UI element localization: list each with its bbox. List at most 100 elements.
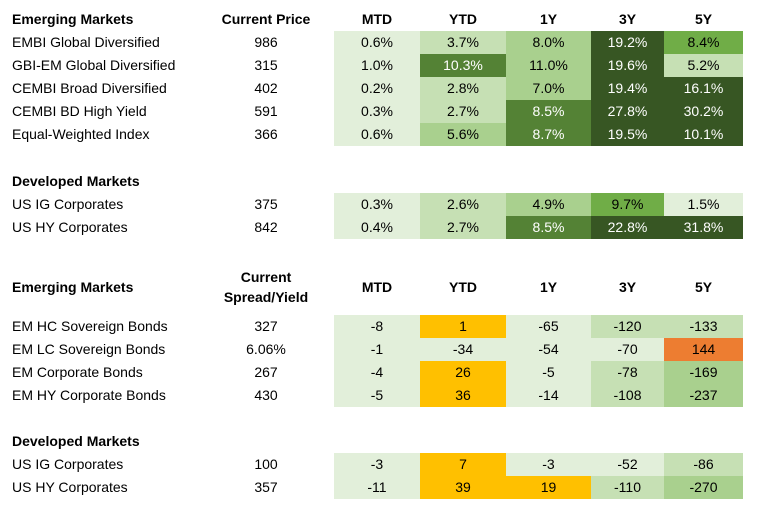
3y-header: 3Y <box>618 279 637 295</box>
mtd-cell: -5 <box>334 384 420 407</box>
5y-cell: -169 <box>664 361 743 384</box>
1y-cell: 8.7% <box>506 123 591 146</box>
row-name: US HY Corporates <box>12 219 128 235</box>
row-name: EM HC Sovereign Bonds <box>12 318 168 334</box>
ytd-cell: 36 <box>420 384 506 407</box>
current-price-header: Current Price <box>221 11 311 27</box>
table-row: EM LC Sovereign Bonds 6.06% -1 -34 -54 -70 144 <box>0 338 759 361</box>
row-name: EM LC Sovereign Bonds <box>12 341 166 357</box>
current-value-cell: 357 <box>254 479 278 495</box>
3y-header: 3Y <box>618 11 637 27</box>
table-row: US IG Corporates 100 -3 7 -3 -52 -86 <box>0 453 759 476</box>
5y-cell: -133 <box>664 315 743 338</box>
mtd-cell: 0.4% <box>334 216 420 239</box>
5y-cell: 31.8% <box>664 216 743 239</box>
row-name: EM Corporate Bonds <box>12 364 143 380</box>
1y-cell: 8.5% <box>506 216 591 239</box>
row-name: EM HY Corporate Bonds <box>12 387 166 403</box>
1y-cell: -3 <box>506 453 591 476</box>
5y-cell: -237 <box>664 384 743 407</box>
5y-header: 5Y <box>694 279 713 295</box>
table-row: EM Corporate Bonds 267 -4 26 -5 -78 -169 <box>0 361 759 384</box>
current-value-cell: 6.06% <box>246 341 286 357</box>
1y-cell: 8.0% <box>506 31 591 54</box>
mtd-cell: -4 <box>334 361 420 384</box>
row-name: CEMBI BD High Yield <box>12 103 147 119</box>
1y-cell: -14 <box>506 384 591 407</box>
3y-cell: -78 <box>591 361 664 384</box>
row-name: CEMBI Broad Diversified <box>12 80 167 96</box>
3y-cell: 19.5% <box>591 123 664 146</box>
3y-cell: 19.2% <box>591 31 664 54</box>
1y-cell: -54 <box>506 338 591 361</box>
table-row: US HY Corporates 357 -11 39 19 -110 -270 <box>0 476 759 499</box>
ytd-cell: 10.3% <box>420 54 506 77</box>
table-row: CEMBI BD High Yield 591 0.3% 2.7% 8.5% 27.8% 3… <box>0 100 759 123</box>
mtd-header: MTD <box>361 279 393 295</box>
current-value-cell: 402 <box>254 80 278 96</box>
performance-group-header: Emerging Markets <box>12 11 134 27</box>
5y-cell: 8.4% <box>664 31 743 54</box>
ytd-cell: 3.7% <box>420 31 506 54</box>
mtd-cell: 0.2% <box>334 77 420 100</box>
performance-header-row: Emerging Markets Current Price MTD YTD 1… <box>0 8 759 31</box>
spread-header-row: Emerging Markets Current Spread/Yield MT… <box>0 267 759 307</box>
3y-cell: -52 <box>591 453 664 476</box>
mtd-cell: 0.6% <box>334 123 420 146</box>
table-row: US HY Corporates 842 0.4% 2.7% 8.5% 22.8% 31.8… <box>0 216 759 239</box>
performance-dm-section: Developed Markets <box>0 170 759 193</box>
ytd-cell: 7 <box>420 453 506 476</box>
5y-cell: 1.5% <box>664 193 743 216</box>
row-name: Equal-Weighted Index <box>12 126 150 142</box>
1y-cell: 4.9% <box>506 193 591 216</box>
section-title: Developed Markets <box>12 173 140 189</box>
table-row: CEMBI Broad Diversified 402 0.2% 2.8% 7.0% 19… <box>0 77 759 100</box>
5y-cell: -270 <box>664 476 743 499</box>
current-value-cell: 986 <box>254 34 278 50</box>
5y-cell: 5.2% <box>664 54 743 77</box>
current-spread-header-line2: Spread/Yield <box>223 289 309 305</box>
5y-cell: 144 <box>664 338 743 361</box>
ytd-cell: -34 <box>420 338 506 361</box>
3y-cell: 9.7% <box>591 193 664 216</box>
ytd-cell: 39 <box>420 476 506 499</box>
3y-cell: -70 <box>591 338 664 361</box>
3y-cell: -120 <box>591 315 664 338</box>
mtd-cell: -8 <box>334 315 420 338</box>
ytd-header: YTD <box>449 279 477 295</box>
current-spread-header: Current Spread/Yield <box>212 267 320 307</box>
1y-header: 1Y <box>539 11 558 27</box>
ytd-header: YTD <box>449 11 477 27</box>
1y-cell: 19 <box>506 476 591 499</box>
table-row: Equal-Weighted Index 366 0.6% 5.6% 8.7% 19.5%… <box>0 123 759 146</box>
ytd-cell: 1 <box>420 315 506 338</box>
table-row: EM HY Corporate Bonds 430 -5 36 -14 -108 -237 <box>0 384 759 407</box>
table-row: EM HC Sovereign Bonds 327 -8 1 -65 -120 -133 <box>0 315 759 338</box>
5y-cell: 30.2% <box>664 100 743 123</box>
ytd-cell: 26 <box>420 361 506 384</box>
table-row: EMBI Global Diversified 986 0.6% 3.7% 8.0% 19… <box>0 31 759 54</box>
current-value-cell: 591 <box>254 103 278 119</box>
mtd-cell: -11 <box>334 476 420 499</box>
current-value-cell: 315 <box>254 57 278 73</box>
row-name: US IG Corporates <box>12 196 124 212</box>
spread-dm-section: Developed Markets <box>0 430 759 453</box>
spread-group-header: Emerging Markets <box>12 279 134 295</box>
table-row: GBI-EM Global Diversified 315 1.0% 10.3% 11.… <box>0 54 759 77</box>
1y-cell: 11.0% <box>506 54 591 77</box>
3y-cell: 27.8% <box>591 100 664 123</box>
current-value-cell: 327 <box>254 318 278 334</box>
mtd-cell: 1.0% <box>334 54 420 77</box>
1y-cell: 7.0% <box>506 77 591 100</box>
row-name: US HY Corporates <box>12 479 128 495</box>
3y-cell: -110 <box>591 476 664 499</box>
3y-cell: -108 <box>591 384 664 407</box>
current-value-cell: 267 <box>254 364 278 380</box>
table-row: US IG Corporates 375 0.3% 2.6% 4.9% 9.7% 1.5% <box>0 193 759 216</box>
mtd-cell: -3 <box>334 453 420 476</box>
current-value-cell: 842 <box>254 219 278 235</box>
5y-cell: 16.1% <box>664 77 743 100</box>
3y-cell: 19.4% <box>591 77 664 100</box>
3y-cell: 19.6% <box>591 54 664 77</box>
ytd-cell: 5.6% <box>420 123 506 146</box>
